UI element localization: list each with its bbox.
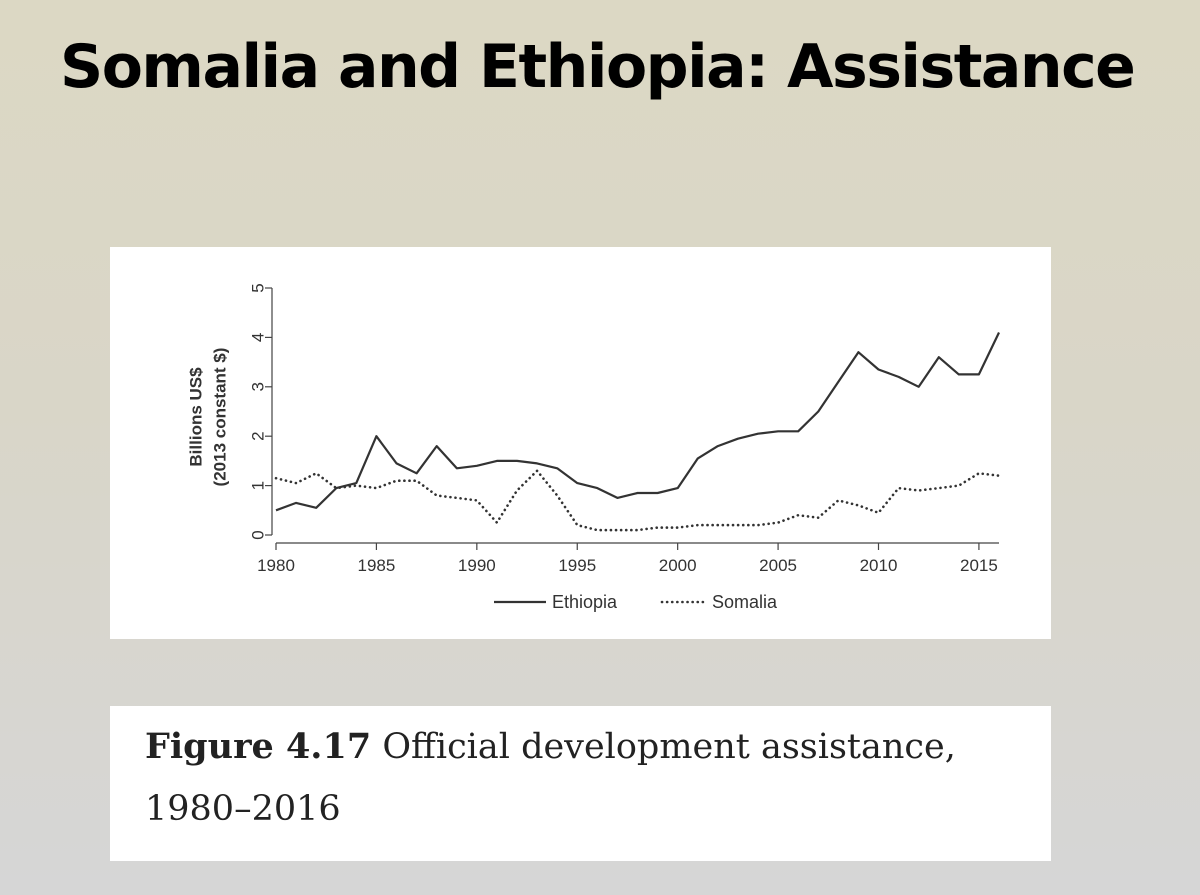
y-tick-label: 4: [249, 333, 268, 342]
x-tick-label: 1990: [458, 556, 496, 575]
slide-title: Somalia and Ethiopia: Assistance: [60, 32, 1136, 102]
y-tick-label: 3: [249, 382, 268, 391]
y-axis-title: Billions US$: [187, 367, 206, 467]
figure-caption: Figure 4.17 Official development assista…: [145, 716, 1045, 840]
legend-label-ethiopia: Ethiopia: [552, 592, 618, 612]
caption-panel: Figure 4.17 Official development assista…: [110, 706, 1051, 861]
figure-caption-text: Official development assistance,: [371, 727, 956, 767]
x-tick-label: 2005: [759, 556, 797, 575]
y-tick-label: 1: [249, 481, 268, 490]
x-tick-label: 1985: [358, 556, 396, 575]
series-line-ethiopia: [275, 332, 1000, 512]
figure-caption-years: 1980–2016: [145, 789, 341, 829]
y-tick-label: 5: [249, 283, 268, 292]
legend-label-somalia: Somalia: [712, 592, 778, 612]
series-line-somalia: [274, 469, 1001, 532]
y-axis-title: (2013 constant $): [211, 348, 230, 487]
x-tick-label: 1980: [257, 556, 295, 575]
chart-panel: 0 1 2 3 4 5 1980 1985 1990 1995 2000 2005 2010 2015 Bi…: [110, 247, 1051, 639]
ode-line-chart: 0 1 2 3 4 5 1980 1985 1990 1995 2000 2005 2010 2015 Bi…: [187, 283, 1001, 612]
figure-caption-label: Figure 4.17: [145, 726, 372, 767]
x-tick-label: 1995: [558, 556, 596, 575]
x-tick-label: 2015: [960, 556, 998, 575]
x-tick-label: 2000: [659, 556, 697, 575]
y-tick-label: 0: [249, 530, 268, 539]
x-tick-label: 2010: [860, 556, 898, 575]
y-tick-label: 2: [249, 431, 268, 440]
